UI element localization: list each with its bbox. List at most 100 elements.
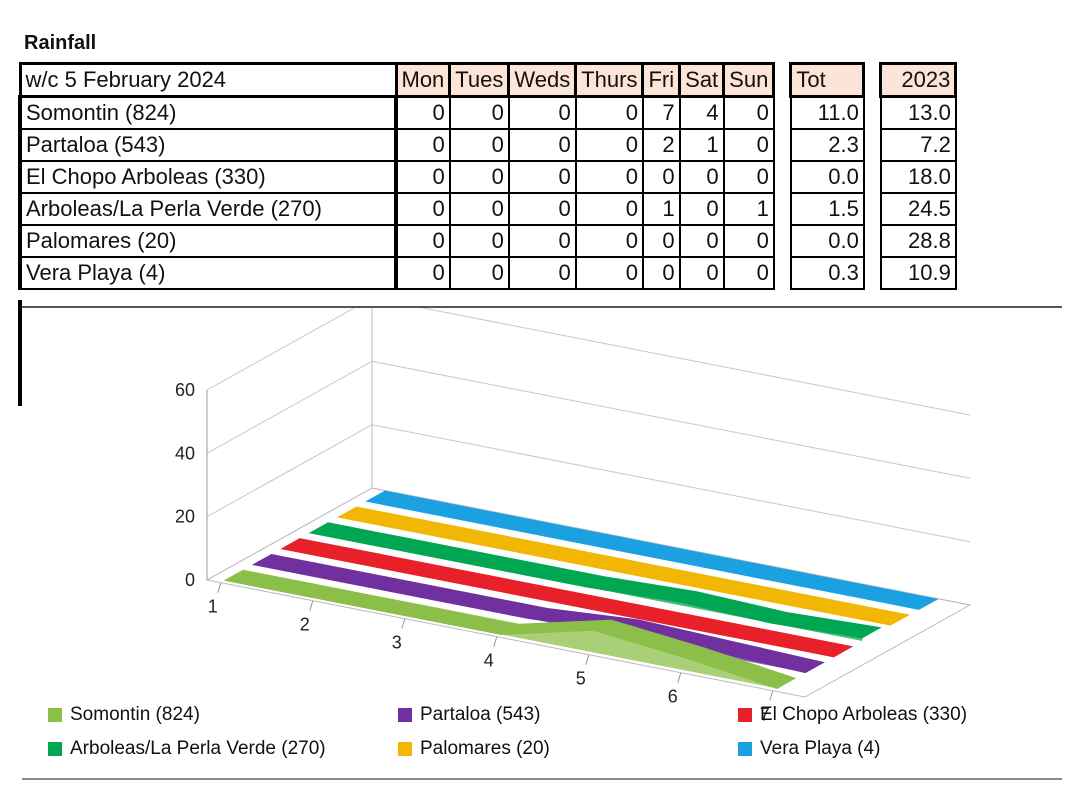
column-gap — [864, 257, 881, 289]
rain-value: 0 — [678, 160, 725, 194]
rain-value: 7 — [641, 95, 681, 130]
station-name: Arboleas/La Perla Verde (270) — [18, 192, 398, 226]
legend-swatch — [48, 708, 62, 722]
column-gap — [774, 161, 791, 193]
year-total: 28.8 — [879, 224, 957, 258]
column-gap — [774, 97, 791, 130]
x-tick — [401, 618, 406, 629]
day-header: Tues — [448, 62, 511, 98]
rain-value: 0 — [722, 128, 775, 162]
legend-label: Somontin (824) — [70, 704, 200, 725]
table-row: Partaloa (543) 0 0 0 0 2 1 0 2.3 7.2 — [18, 128, 957, 162]
gridline — [206, 308, 971, 416]
rain-value: 0 — [722, 160, 775, 194]
rain-value: 0 — [448, 160, 510, 194]
rain-value: 0 — [678, 224, 725, 258]
legend-item: Vera Playa (4) — [738, 738, 880, 760]
year-header: 2023 — [879, 62, 958, 98]
gridline — [206, 424, 971, 543]
year-total: 18.0 — [879, 160, 957, 194]
week-total: 11.0 — [789, 95, 865, 130]
series-area — [336, 506, 911, 626]
table-row: El Chopo Arboleas (330) 0 0 0 0 0 0 0 0.0 18.0 — [18, 160, 957, 194]
week-total: 0.0 — [789, 224, 865, 258]
legend-swatch — [398, 708, 412, 722]
series-area — [308, 522, 882, 639]
x-tick-label: 7 — [760, 705, 770, 725]
legend-item: Partaloa (543) — [398, 704, 540, 726]
x-tick-label: 4 — [484, 651, 494, 671]
table-row: Arboleas/La Perla Verde (270) 0 0 0 0 1 0 1 1.5 2… — [18, 192, 957, 226]
chart-area: 0 20 40 60 1 2 3 4 5 6 7 — [22, 306, 1062, 780]
series-area — [223, 569, 797, 689]
rain-value: 0 — [574, 160, 644, 194]
table-row: Somontin (824) 0 0 0 0 7 4 0 11.0 13.0 — [18, 95, 957, 130]
legend-swatch — [738, 742, 752, 756]
column-gap — [774, 64, 791, 97]
rain-value: 0 — [507, 128, 577, 162]
day-header: Fri — [641, 62, 682, 98]
legend-label: Palomares (20) — [420, 738, 550, 759]
rain-value: 1 — [678, 128, 725, 162]
y-tick-label: 40 — [175, 443, 195, 463]
rain-value: 4 — [678, 95, 725, 130]
legend-item: Palomares (20) — [398, 738, 550, 760]
week-label: w/c 5 February 2024 — [18, 62, 398, 98]
x-tick-label: 1 — [208, 597, 218, 617]
year-total: 10.9 — [879, 256, 957, 290]
rain-value: 0 — [641, 160, 681, 194]
week-total: 1.5 — [789, 192, 865, 226]
legend-swatch — [398, 742, 412, 756]
table-header-row: w/c 5 February 2024 Mon Tues Weds Thurs … — [18, 62, 958, 98]
column-gap — [864, 193, 881, 225]
y-tick-label: 60 — [175, 380, 195, 400]
x-tick-label: 2 — [300, 615, 310, 635]
rain-value: 0 — [574, 95, 644, 130]
legend-label: Partaloa (543) — [420, 704, 541, 725]
rain-value: 0 — [507, 224, 577, 258]
day-header: Sun — [722, 62, 776, 98]
station-name: Partaloa (543) — [18, 128, 398, 162]
rain-value: 0 — [395, 160, 451, 194]
year-total: 24.5 — [879, 192, 957, 226]
x-tick — [493, 636, 498, 647]
tot-header: Tot — [789, 62, 866, 98]
rain-value: 0 — [448, 256, 510, 290]
legend-swatch — [738, 708, 752, 722]
x-tick — [769, 690, 774, 701]
rain-value: 1 — [722, 192, 775, 226]
rain-value: 0 — [448, 95, 510, 130]
day-header: Weds — [507, 62, 578, 98]
rain-value: 0 — [507, 256, 577, 290]
column-gap — [864, 64, 881, 97]
x-tick — [677, 672, 682, 683]
station-name: Palomares (20) — [18, 224, 398, 258]
rain-value: 0 — [395, 192, 451, 226]
series-area — [365, 490, 939, 610]
rain-value: 0 — [395, 256, 451, 290]
gridline — [206, 360, 971, 479]
station-name: Somontin (824) — [18, 95, 398, 130]
legend-swatch — [48, 742, 62, 756]
rain-value: 0 — [678, 192, 725, 226]
legend-item: Arboleas/La Perla Verde (270) — [48, 738, 326, 760]
legend-label: Arboleas/La Perla Verde (270) — [70, 738, 326, 759]
column-gap — [864, 161, 881, 193]
rain-value: 0 — [448, 192, 510, 226]
x-tick — [217, 582, 222, 593]
rainfall-3d-area-chart: 0 20 40 60 1 2 3 4 5 6 7 — [175, 308, 972, 725]
day-header: Thurs — [574, 62, 645, 98]
table-left-border — [18, 300, 22, 406]
rain-value: 0 — [507, 192, 577, 226]
column-gap — [774, 225, 791, 257]
rain-value: 0 — [448, 224, 510, 258]
legend-label: Vera Playa (4) — [760, 738, 881, 759]
y-tick-label: 20 — [175, 507, 195, 527]
rainfall-table: w/c 5 February 2024 Mon Tues Weds Thurs … — [18, 62, 958, 290]
series-area — [280, 538, 854, 658]
legend-item: Somontin (824) — [48, 704, 200, 726]
year-total: 13.0 — [879, 95, 957, 130]
rain-value: 0 — [678, 256, 725, 290]
table-row: Vera Playa (4) 0 0 0 0 0 0 0 0.3 10.9 — [18, 256, 957, 290]
day-header: Sat — [678, 62, 726, 98]
